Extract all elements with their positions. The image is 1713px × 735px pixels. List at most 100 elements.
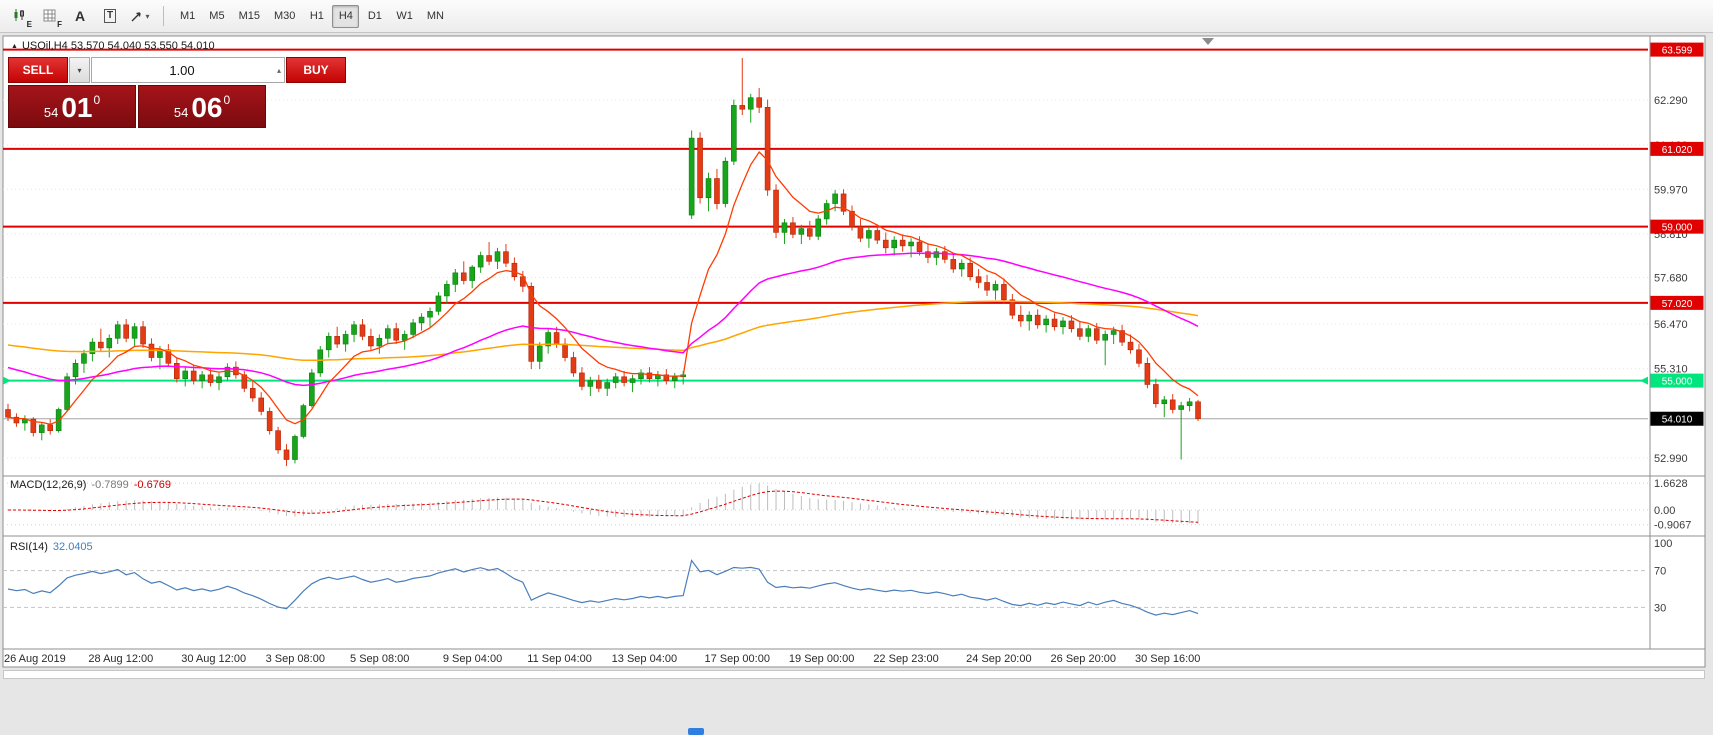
- candle: [933, 251, 940, 258]
- candle: [182, 370, 189, 380]
- candle: [486, 255, 492, 262]
- candle: [992, 284, 999, 291]
- candle: [646, 372, 653, 380]
- horizontal-lines[interactable]: [3, 48, 1648, 385]
- candle: [199, 374, 205, 381]
- candle: [249, 388, 256, 399]
- svg-text:55.310: 55.310: [1654, 364, 1688, 376]
- sell-price-tile[interactable]: 54 01 0: [8, 85, 136, 128]
- candle: [1051, 318, 1058, 328]
- candle: [106, 337, 113, 349]
- candle: [528, 286, 535, 362]
- buy-price-tile[interactable]: 54 06 0: [138, 85, 266, 128]
- candle: [866, 230, 872, 239]
- candle: [410, 322, 416, 335]
- candle: [536, 345, 543, 362]
- chart-background: [2, 35, 1706, 668]
- time-axis[interactable]: 26 Aug 2019 28 Aug 12:00 30 Aug 12:00 3 Sep…: [4, 653, 1200, 665]
- timeframe-button-h1[interactable]: H1: [303, 5, 330, 28]
- candle: [123, 324, 129, 339]
- candle: [1169, 399, 1176, 410]
- rsi-value: 32.0405: [52, 541, 93, 553]
- text-label-button[interactable]: A: [66, 4, 94, 29]
- candle: [427, 311, 433, 318]
- macd-signal-value: -0.6769: [133, 479, 172, 491]
- chart-shift-marker[interactable]: [1202, 38, 1214, 45]
- macd-main-value: -0.7899: [91, 479, 129, 491]
- timeframe-button-d1[interactable]: D1: [361, 5, 388, 28]
- candle: [1043, 318, 1049, 326]
- timeframe-button-h4[interactable]: H4: [332, 4, 360, 28]
- svg-text:5 Sep 08:00: 5 Sep 08:00: [350, 653, 409, 665]
- candle: [1034, 314, 1041, 326]
- timeframe-button-m30[interactable]: M30: [268, 5, 301, 28]
- candle: [579, 372, 585, 387]
- svg-text:19 Sep 00:00: 19 Sep 00:00: [789, 653, 854, 665]
- candlestick-icon: [14, 9, 24, 21]
- chart-style-button[interactable]: E: [6, 4, 34, 29]
- svg-text:62.290: 62.290: [1654, 95, 1688, 107]
- letter-a-icon: A: [74, 8, 86, 24]
- volume-spinner-up-icon[interactable]: ▴: [276, 65, 281, 75]
- timeframe-button-mn[interactable]: MN: [421, 5, 450, 28]
- rsi-name: RSI(14): [10, 541, 48, 553]
- horizontal-scrollbar[interactable]: [3, 670, 1705, 679]
- candle: [975, 276, 982, 283]
- ma-slow-line: [7, 300, 1199, 362]
- price-badge: [1650, 295, 1704, 310]
- candle: [722, 160, 729, 204]
- macd-histogram: [15, 483, 1199, 524]
- timeframe-button-m15[interactable]: M15: [233, 5, 266, 28]
- macd-axis[interactable]: 1.6628 0.00 -0.9067: [1654, 478, 1691, 532]
- candle: [984, 282, 990, 291]
- svg-text:57.680: 57.680: [1654, 272, 1688, 284]
- macd-label: MACD(12,26,9) -0.7899 -0.6769: [10, 479, 171, 491]
- price-badge: [1650, 42, 1704, 57]
- rsi-axis[interactable]: 100 70 30: [1654, 538, 1672, 614]
- sell-button[interactable]: SELL: [8, 57, 68, 83]
- candle: [81, 353, 87, 364]
- svg-text:56.470: 56.470: [1654, 319, 1688, 331]
- svg-text:24 Sep 20:00: 24 Sep 20:00: [966, 653, 1031, 665]
- candle: [697, 137, 703, 199]
- candle: [89, 341, 96, 354]
- volume-input[interactable]: [92, 58, 284, 82]
- svg-text:17 Sep 00:00: 17 Sep 00:00: [705, 653, 770, 665]
- sell-price-small: 54: [43, 104, 59, 120]
- candle: [511, 262, 518, 277]
- timeframe-button-w1[interactable]: W1: [390, 5, 419, 28]
- text-box-button[interactable]: T: [96, 4, 124, 29]
- rsi-grid: [3, 570, 1648, 608]
- timeframe-button-m1[interactable]: M1: [174, 5, 201, 28]
- svg-text:100: 100: [1654, 538, 1672, 550]
- candle: [342, 334, 349, 345]
- panel-frame: [3, 36, 1705, 650]
- candle: [258, 397, 265, 412]
- toolbar-separator: [163, 6, 164, 26]
- svg-text:52.990: 52.990: [1654, 453, 1688, 465]
- candle: [1195, 401, 1201, 420]
- timeframe-button-m5[interactable]: M5: [203, 5, 230, 28]
- sell-dropdown-button[interactable]: ▾: [69, 57, 90, 83]
- grid-button[interactable]: F: [36, 4, 64, 29]
- candle: [570, 357, 577, 374]
- buy-button[interactable]: BUY: [286, 57, 346, 83]
- icon-letter-f: F: [57, 19, 62, 29]
- cursor-tool-button[interactable]: ▾: [126, 4, 154, 29]
- svg-text:26 Sep 20:00: 26 Sep 20:00: [1051, 653, 1116, 665]
- candle: [494, 251, 501, 262]
- candle: [114, 324, 121, 339]
- candle: [131, 326, 138, 339]
- svg-text:11 Sep 04:00: 11 Sep 04:00: [527, 653, 592, 665]
- candle: [790, 222, 796, 235]
- svg-text:55.000: 55.000: [1662, 377, 1693, 388]
- candle: [587, 380, 594, 387]
- candle: [325, 336, 332, 351]
- candle: [1119, 330, 1125, 343]
- candle: [958, 262, 965, 270]
- candle: [562, 343, 568, 358]
- svg-text:22 Sep 23:00: 22 Sep 23:00: [873, 653, 938, 665]
- buy-price-big: 06: [191, 92, 223, 124]
- svg-text:30 Sep 16:00: 30 Sep 16:00: [1135, 653, 1200, 665]
